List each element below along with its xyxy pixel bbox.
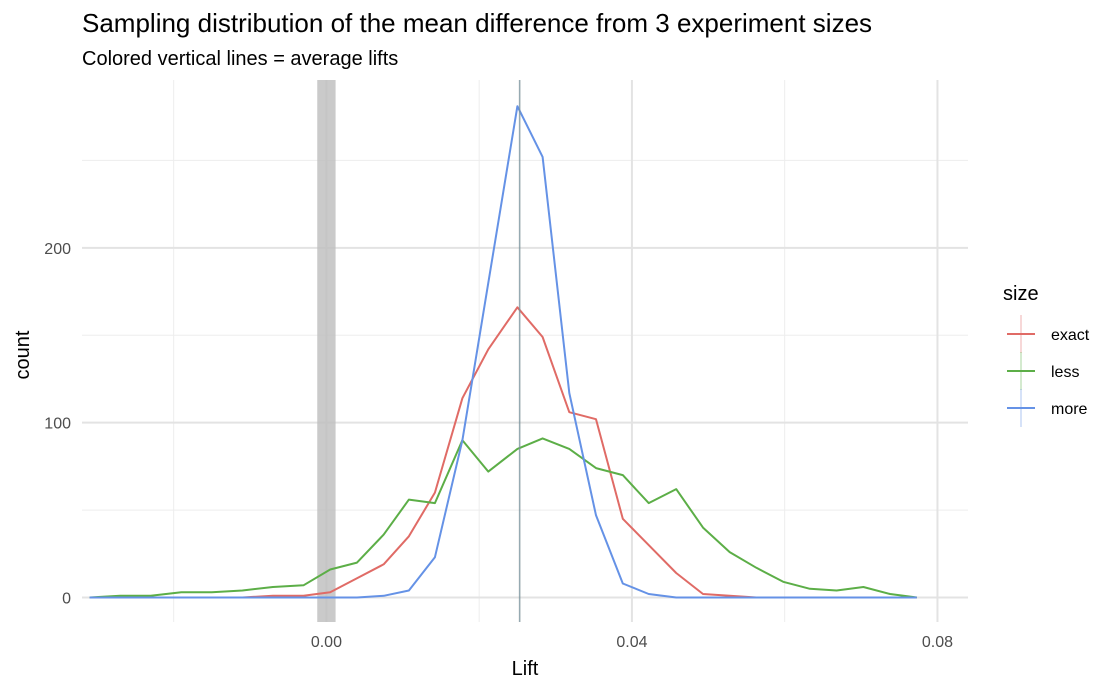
x-tick-label: 0.00 xyxy=(311,634,342,651)
legend: size exact less more xyxy=(1003,283,1090,427)
legend-label-less: less xyxy=(1051,364,1079,381)
legend-label-more: more xyxy=(1051,401,1088,418)
y-tick-label: 200 xyxy=(44,241,71,258)
y-tick-label: 0 xyxy=(62,591,71,608)
legend-label-exact: exact xyxy=(1051,327,1090,344)
series-line-less xyxy=(89,437,917,599)
y-tick-label: 100 xyxy=(44,416,71,433)
x-tick-label: 0.08 xyxy=(922,634,953,651)
x-tick-label: 0.04 xyxy=(616,634,647,651)
chart-subtitle: Colored vertical lines = average lifts xyxy=(82,48,398,70)
legend-title: size xyxy=(1003,283,1039,305)
y-axis-title: count xyxy=(12,330,34,379)
plot-area: 0.00 0.04 0.08 0 100 200 xyxy=(44,80,968,651)
x-axis-title: Lift xyxy=(512,658,539,680)
chart-title: Sampling distribution of the mean differ… xyxy=(82,8,872,38)
series-line-exact xyxy=(89,306,917,599)
series-line-more xyxy=(89,105,917,599)
zero-reference-band xyxy=(317,80,336,622)
